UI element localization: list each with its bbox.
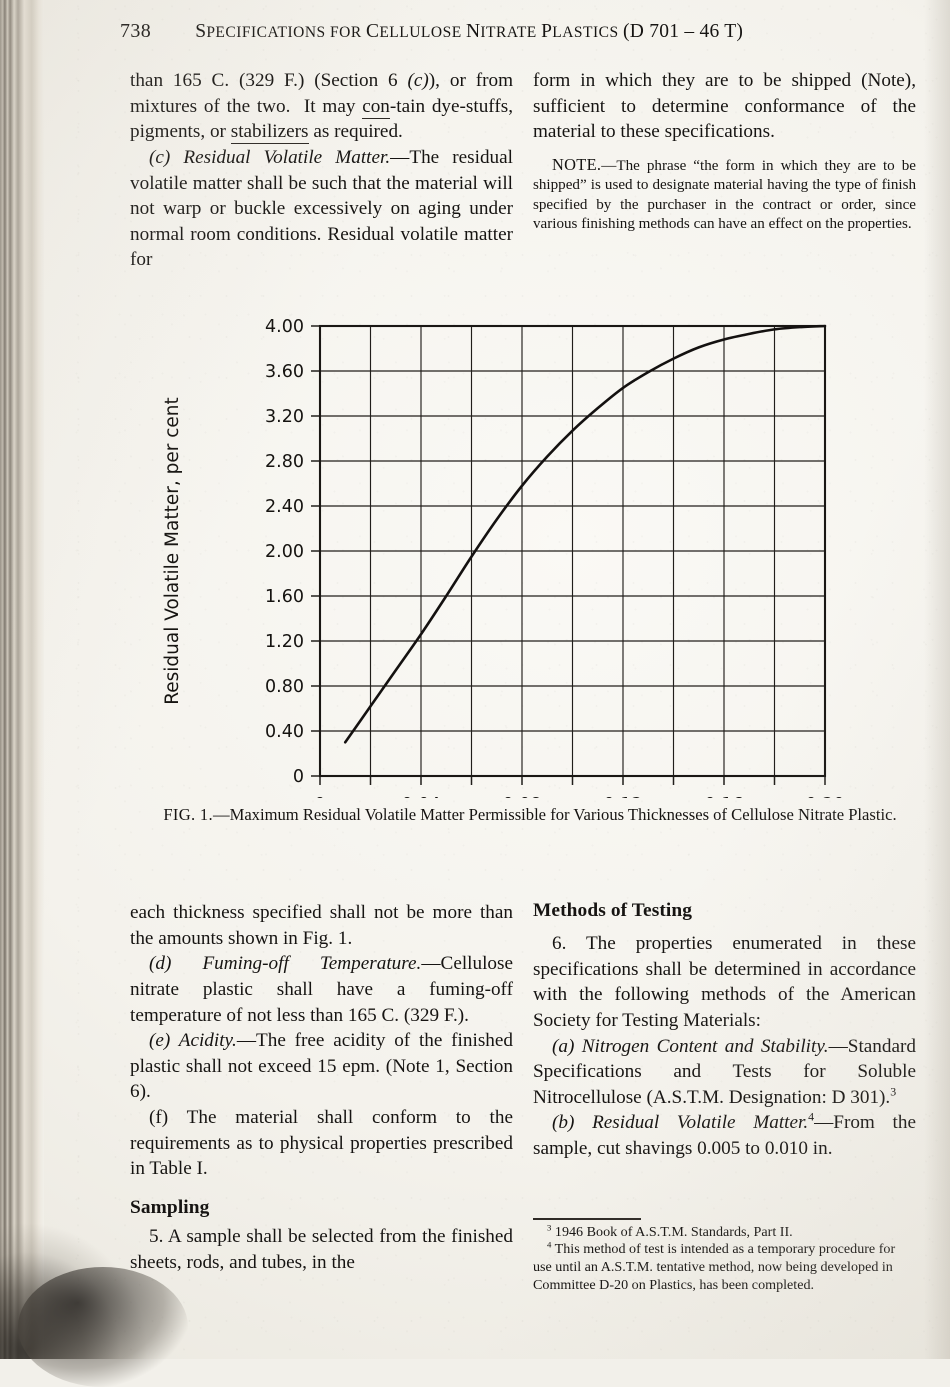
paragraph-d-text: —Cellulose nitrate plastic shall have a … xyxy=(130,953,513,1026)
paragraph-5: 5. A sample shall be selected from the f… xyxy=(130,1225,513,1273)
footnote-4-text: This method of test is intended as a tem… xyxy=(533,1241,896,1294)
page-number: 738 xyxy=(120,20,152,42)
svg-text:0.12: 0.12 xyxy=(604,795,643,798)
paragraph-d: (d) Fuming-off Temperature.—Cellulose ni… xyxy=(130,951,513,1028)
footnote-4: 4 This method of test is intended as a t… xyxy=(533,1239,916,1294)
left-column-top: than 165 C. (329 F.) (Section 6 (c)), or… xyxy=(130,68,513,273)
svg-text:2.40: 2.40 xyxy=(265,497,304,517)
paper-background xyxy=(0,0,950,1359)
paragraph-c-text: —The residual volatile matter shall be s… xyxy=(130,146,513,271)
left-column-bottom: each thickness specified shall not be mo… xyxy=(130,900,513,1275)
svg-text:0: 0 xyxy=(293,767,304,787)
figure-caption: FIG. 1.—Maximum Residual Volatile Matter… xyxy=(130,804,930,826)
footnote-4-marker: 4 xyxy=(547,1239,552,1250)
note-block: NOTE.—The phrase “the form in which they… xyxy=(533,154,916,235)
svg-text:3.20: 3.20 xyxy=(265,407,304,427)
svg-text:4.00: 4.00 xyxy=(265,318,304,337)
paragraph-continued-left-bottom: each thickness specified shall not be mo… xyxy=(130,902,513,949)
page-title: SPECIFICATIONS FOR CELLULOSE NITRATE PLA… xyxy=(195,21,743,43)
paragraph-e: (e) Acidity.—The free acidity of the fin… xyxy=(130,1028,513,1105)
paragraph-continued-right: form in which they are to be shipped (No… xyxy=(533,70,916,143)
right-column-top: form in which they are to be shipped (No… xyxy=(533,68,916,234)
chart-svg: 0 0.40 0.80 1.20 1.60 2.00 2.40 2.80 3.20 3.60 4.0… xyxy=(162,317,845,833)
chart-data-curve xyxy=(343,324,827,744)
heading-methods-of-testing: Methods of Testing xyxy=(533,900,693,921)
svg-text:0.08: 0.08 xyxy=(503,795,542,798)
paragraph-6: 6. The properties enumerated in these sp… xyxy=(533,933,916,1031)
figure-1: 0 0.40 0.80 1.20 1.60 2.00 2.40 2.80 3.20 3.60 4.0… xyxy=(130,317,930,863)
item-b-footnote-ref: 4 xyxy=(808,1109,815,1124)
head-word-specifications: SPECIFICATIONS FOR xyxy=(195,21,367,42)
note-text: —The phrase “the form in which they are … xyxy=(533,157,916,233)
chart-gridlines xyxy=(319,325,826,777)
svg-text:0: 0 xyxy=(314,795,325,798)
chart-x-tick-labels: 0 0.04 0.08 0.12 0.16 0.20 xyxy=(314,795,845,815)
head-word-nitrate: NITRATE xyxy=(466,21,542,42)
item-b-label: (b) Residual Volatile Matter. xyxy=(552,1112,809,1134)
book-gutter-shadow xyxy=(0,0,44,1359)
paragraph-e-label: (e) Acidity. xyxy=(149,1030,237,1052)
svg-text:0.04: 0.04 xyxy=(402,795,441,798)
item-a: (a) Nitrogen Content and Stability.—Stan… xyxy=(533,1034,916,1111)
right-column-bottom: Methods of Testing 6. The properties enu… xyxy=(533,900,916,1162)
svg-text:2.00: 2.00 xyxy=(265,542,304,562)
chart-y-tick-labels: 0 0.40 0.80 1.20 1.60 2.00 2.40 2.80 3.20 3.60 4.0… xyxy=(265,317,304,787)
paragraph-c-label: (c) Residual Volatile Matter. xyxy=(149,146,391,168)
item-a-text: —Standard Specifications and Tests for S… xyxy=(533,1035,916,1108)
paper-grain-texture xyxy=(0,0,950,1359)
paragraph-f: (f) The material shall conform to the re… xyxy=(130,1107,513,1180)
svg-text:0.16: 0.16 xyxy=(705,795,744,798)
svg-text:0.20: 0.20 xyxy=(806,795,845,798)
item-b-text: —From the sample, cut shavings 0.005 to … xyxy=(533,1112,917,1159)
svg-text:0.40: 0.40 xyxy=(265,722,304,742)
page-content: 738 SPECIFICATIONS FOR CELLULOSE NITRATE… xyxy=(120,20,930,1295)
svg-text:2.80: 2.80 xyxy=(265,452,304,472)
chart-axis-ticks xyxy=(311,325,826,785)
head-word-cellulose: CELLULOSE xyxy=(366,21,467,42)
footnote-rule xyxy=(533,1218,641,1220)
footnote-3-text: 1946 Book of A.S.T.M. Standards, Part II… xyxy=(554,1223,793,1240)
running-head: 738 SPECIFICATIONS FOR CELLULOSE NITRATE… xyxy=(120,20,930,54)
paragraph-continued-left: than 165 C. (329 F.) (Section 6 (c)), or… xyxy=(130,70,514,145)
head-word-plastics: PLASTICS xyxy=(541,21,624,42)
paragraph-e-text: —The free acidity of the finished plasti… xyxy=(130,1030,513,1103)
heading-sampling: Sampling xyxy=(130,1196,210,1218)
svg-text:3.60: 3.60 xyxy=(265,362,304,382)
item-a-footnote-ref: 3 xyxy=(890,1084,897,1099)
figure-caption-label: FIG. 1. xyxy=(163,805,213,824)
item-a-label: (a) Nitrogen Content and Stability. xyxy=(552,1035,829,1057)
footnote-3-marker: 3 xyxy=(547,1221,552,1232)
note-label: NOTE. xyxy=(552,154,602,174)
svg-text:0.80: 0.80 xyxy=(265,677,304,697)
item-b: (b) Residual Volatile Matter.4—From the … xyxy=(533,1110,916,1161)
svg-text:1.20: 1.20 xyxy=(265,632,304,652)
paragraph-d-label: (d) Fuming-off Temperature. xyxy=(149,953,422,975)
figure-caption-text: —Maximum Residual Volatile Matter Permis… xyxy=(212,805,897,824)
paragraph-c: (c) Residual Volatile Matter.—The residu… xyxy=(130,145,513,273)
head-designation: (D 701 – 46 T) xyxy=(623,21,744,42)
footnotes-block: 3 1946 Book of A.S.T.M. Standards, Part … xyxy=(533,1218,916,1295)
chart-plot-frame xyxy=(318,324,827,778)
footnote-3: 3 1946 Book of A.S.T.M. Standards, Part … xyxy=(533,1221,916,1242)
page-edge-shadow xyxy=(924,0,950,1359)
svg-text:1.60: 1.60 xyxy=(265,587,304,607)
chart-y-axis-label: Residual Volatile Matter, per cent xyxy=(162,397,183,705)
